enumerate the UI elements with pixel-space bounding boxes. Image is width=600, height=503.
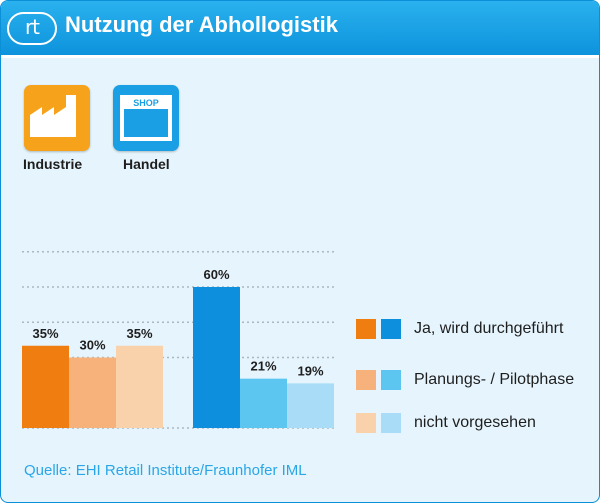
page-title: Nutzung der Abhollogistik xyxy=(65,12,338,37)
bar-handel-3 xyxy=(287,383,334,428)
bar-industrie-2 xyxy=(69,357,116,428)
legend-label: Planungs- / Pilotphase xyxy=(414,371,575,388)
bar-industrie-3 xyxy=(116,345,163,428)
bar-chart: 35% 30% 35% 60% 21% 19% xyxy=(22,251,336,429)
data-label: 21% xyxy=(250,359,276,374)
bar-industrie-1 xyxy=(22,345,69,428)
legend-swatch-industrie xyxy=(356,370,376,390)
header-bar: rt Nutzung der Abhollogistik xyxy=(1,1,599,58)
legend-label: nicht vorgesehen xyxy=(414,414,536,431)
bar-handel-1 xyxy=(193,287,240,428)
legend-swatch-handel xyxy=(381,413,401,433)
legend-swatch-handel xyxy=(381,370,401,390)
rt-logo: rt xyxy=(7,12,57,45)
factory-icon xyxy=(24,85,90,151)
data-label: 19% xyxy=(297,363,323,378)
data-label: 60% xyxy=(203,267,229,282)
data-label: 35% xyxy=(126,326,152,341)
legend-swatch-industrie xyxy=(356,413,376,433)
legend-label: Ja, wird durchgeführt xyxy=(414,320,564,337)
data-label: 35% xyxy=(32,326,58,341)
shop-icon: SHOP xyxy=(113,85,179,151)
industrie-label: Industrie xyxy=(23,156,83,172)
shop-sign-text: SHOP xyxy=(133,98,159,108)
data-label: 30% xyxy=(79,338,105,353)
bar-handel-2 xyxy=(240,378,287,428)
legend-swatch-industrie xyxy=(356,319,376,339)
legend-swatch-handel xyxy=(381,319,401,339)
handel-label: Handel xyxy=(123,156,170,172)
source-note: Quelle: EHI Retail Institute/Fraunhofer … xyxy=(24,462,307,479)
